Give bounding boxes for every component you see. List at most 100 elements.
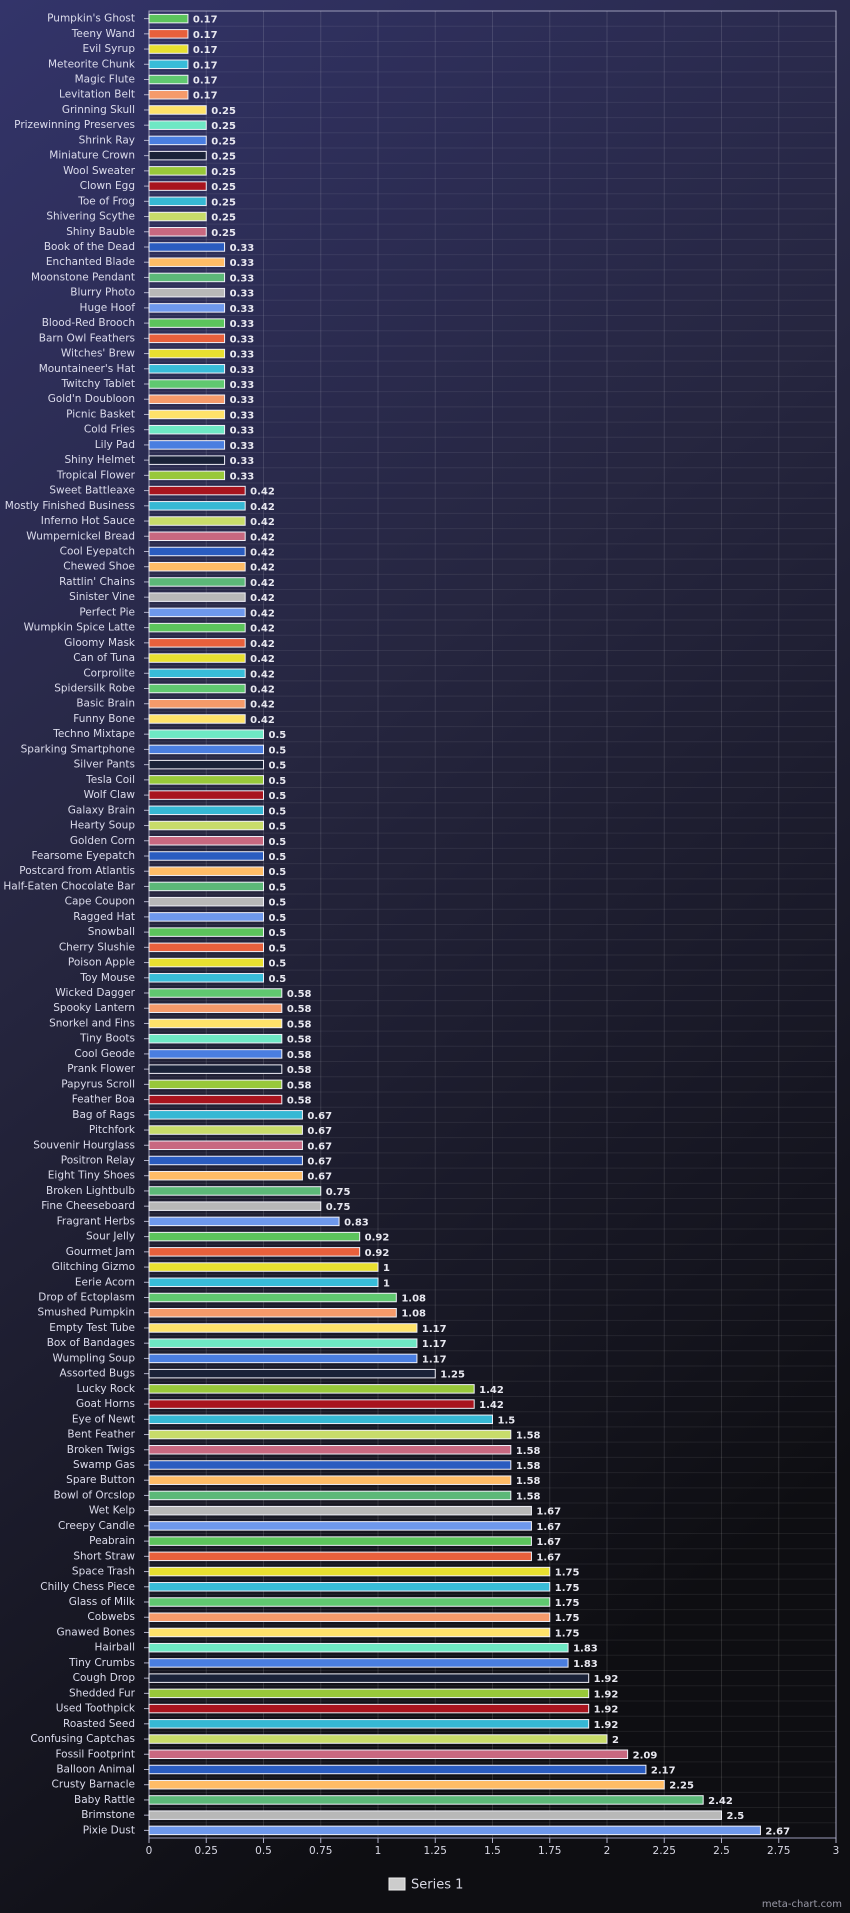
bar — [148, 1094, 283, 1105]
x-tick-label: 2.5 — [713, 1845, 730, 1857]
bar — [148, 1536, 532, 1546]
bar — [148, 424, 226, 435]
x-tick-label: 2.25 — [653, 1845, 676, 1857]
y-tick-label: Used Toothpick — [56, 1703, 136, 1715]
data-label: 0.5 — [269, 898, 287, 909]
data-label: 1.58 — [516, 1461, 541, 1472]
bar — [148, 1764, 647, 1775]
y-tick-label: Glass of Milk — [69, 1596, 136, 1608]
data-label: 0.58 — [287, 1004, 312, 1015]
y-tick-label: Wumpkin Spice Latte — [24, 622, 135, 634]
y-tick-label: Gold'n Doubloon — [48, 393, 135, 405]
data-label: 1.42 — [479, 1400, 504, 1411]
bar — [148, 1170, 303, 1181]
data-label: 0.5 — [269, 745, 287, 756]
data-label: 0.58 — [287, 1019, 312, 1030]
y-tick-label: Cape Coupon — [65, 896, 135, 908]
x-tick-label: 0.5 — [255, 1845, 272, 1857]
y-tick-label: Bag of Rags — [72, 1109, 135, 1121]
data-label: 0.42 — [250, 487, 275, 498]
y-tick-label: Lucky Rock — [77, 1383, 136, 1395]
y-tick-label: Papyrus Scroll — [61, 1078, 135, 1090]
legend-label: Series 1 — [411, 1878, 463, 1893]
bar — [148, 1825, 761, 1836]
bar — [148, 364, 226, 374]
y-tick-label: Galaxy Brain — [68, 804, 135, 816]
bar — [148, 1673, 590, 1683]
data-label: 0.25 — [211, 228, 236, 239]
data-label: 1.92 — [594, 1689, 619, 1700]
bar — [148, 561, 246, 572]
y-tick-label: Corprolite — [83, 667, 135, 679]
y-tick-label: Swamp Gas — [73, 1459, 135, 1471]
bar — [148, 1292, 397, 1303]
bar — [148, 1018, 283, 1029]
data-label: 0.5 — [269, 943, 287, 954]
y-tick-label: Wumpernickel Bread — [26, 530, 135, 542]
data-label: 1.75 — [555, 1583, 580, 1594]
data-label: 0.25 — [211, 197, 236, 208]
bar — [148, 1079, 283, 1090]
y-tick-label: Magic Flute — [75, 74, 135, 86]
y-tick-label: Picnic Basket — [66, 408, 135, 420]
bar — [148, 1582, 551, 1592]
bar — [148, 622, 246, 633]
bar — [148, 1307, 397, 1318]
bar — [148, 1475, 512, 1485]
y-tick-label: Sparking Smartphone — [21, 743, 135, 755]
data-label: 0.58 — [287, 1065, 312, 1076]
bar — [148, 1231, 361, 1242]
data-label: 0.5 — [269, 837, 287, 848]
bar — [148, 1597, 551, 1607]
data-label: 0.67 — [307, 1111, 332, 1122]
bar — [148, 1216, 340, 1227]
data-label: 1.58 — [516, 1491, 541, 1502]
data-label: 2 — [612, 1735, 619, 1746]
bar — [148, 1719, 590, 1729]
data-label: 1.25 — [440, 1370, 465, 1381]
data-label: 1.75 — [555, 1568, 580, 1579]
y-tick-label: Clown Egg — [80, 180, 135, 192]
y-tick-label: Prank Flower — [67, 1063, 135, 1075]
data-label: 0.5 — [269, 791, 287, 802]
y-tick-label: Can of Tuna — [73, 652, 135, 664]
data-label: 1 — [383, 1263, 390, 1274]
bar — [148, 683, 246, 694]
data-label: 0.92 — [365, 1248, 390, 1259]
y-tick-label: Tiny Crumbs — [68, 1657, 135, 1669]
bar — [148, 1642, 569, 1653]
data-label: 0.33 — [230, 410, 255, 421]
y-tick-label: Box of Bandages — [47, 1337, 135, 1349]
bar — [148, 1125, 303, 1135]
y-tick-label: Snorkel and Fins — [49, 1017, 135, 1029]
y-tick-label: Fine Cheeseboard — [41, 1200, 135, 1212]
x-tick-label: 2 — [604, 1845, 611, 1857]
y-tick-label: Postcard from Atlantis — [19, 865, 135, 877]
bar — [148, 150, 207, 161]
bar — [148, 531, 246, 542]
y-tick-label: Meteorite Chunk — [48, 58, 136, 70]
bar — [148, 74, 189, 85]
bar — [148, 866, 264, 876]
y-tick-label: Silver Pants — [74, 759, 135, 771]
bar — [148, 607, 246, 618]
bar — [148, 577, 246, 587]
data-label: 0.42 — [250, 700, 275, 711]
y-tick-label: Gloomy Mask — [64, 637, 136, 649]
bar — [148, 1703, 590, 1714]
bar — [148, 440, 226, 450]
y-tick-label: Hearty Soup — [70, 820, 136, 832]
bar — [148, 1323, 418, 1333]
y-tick-label: Bowl of Orcslop — [53, 1489, 135, 1501]
data-label: 1.08 — [401, 1294, 426, 1305]
data-label: 0.33 — [230, 441, 255, 452]
y-tick-label: Sinister Vine — [69, 591, 135, 603]
bar — [148, 1460, 512, 1470]
data-label: 0.25 — [211, 152, 236, 163]
bar — [148, 714, 246, 724]
bar — [148, 1353, 418, 1364]
bar — [148, 105, 207, 115]
bar — [148, 1414, 493, 1425]
data-label: 0.5 — [269, 913, 287, 924]
bar — [148, 1064, 283, 1074]
